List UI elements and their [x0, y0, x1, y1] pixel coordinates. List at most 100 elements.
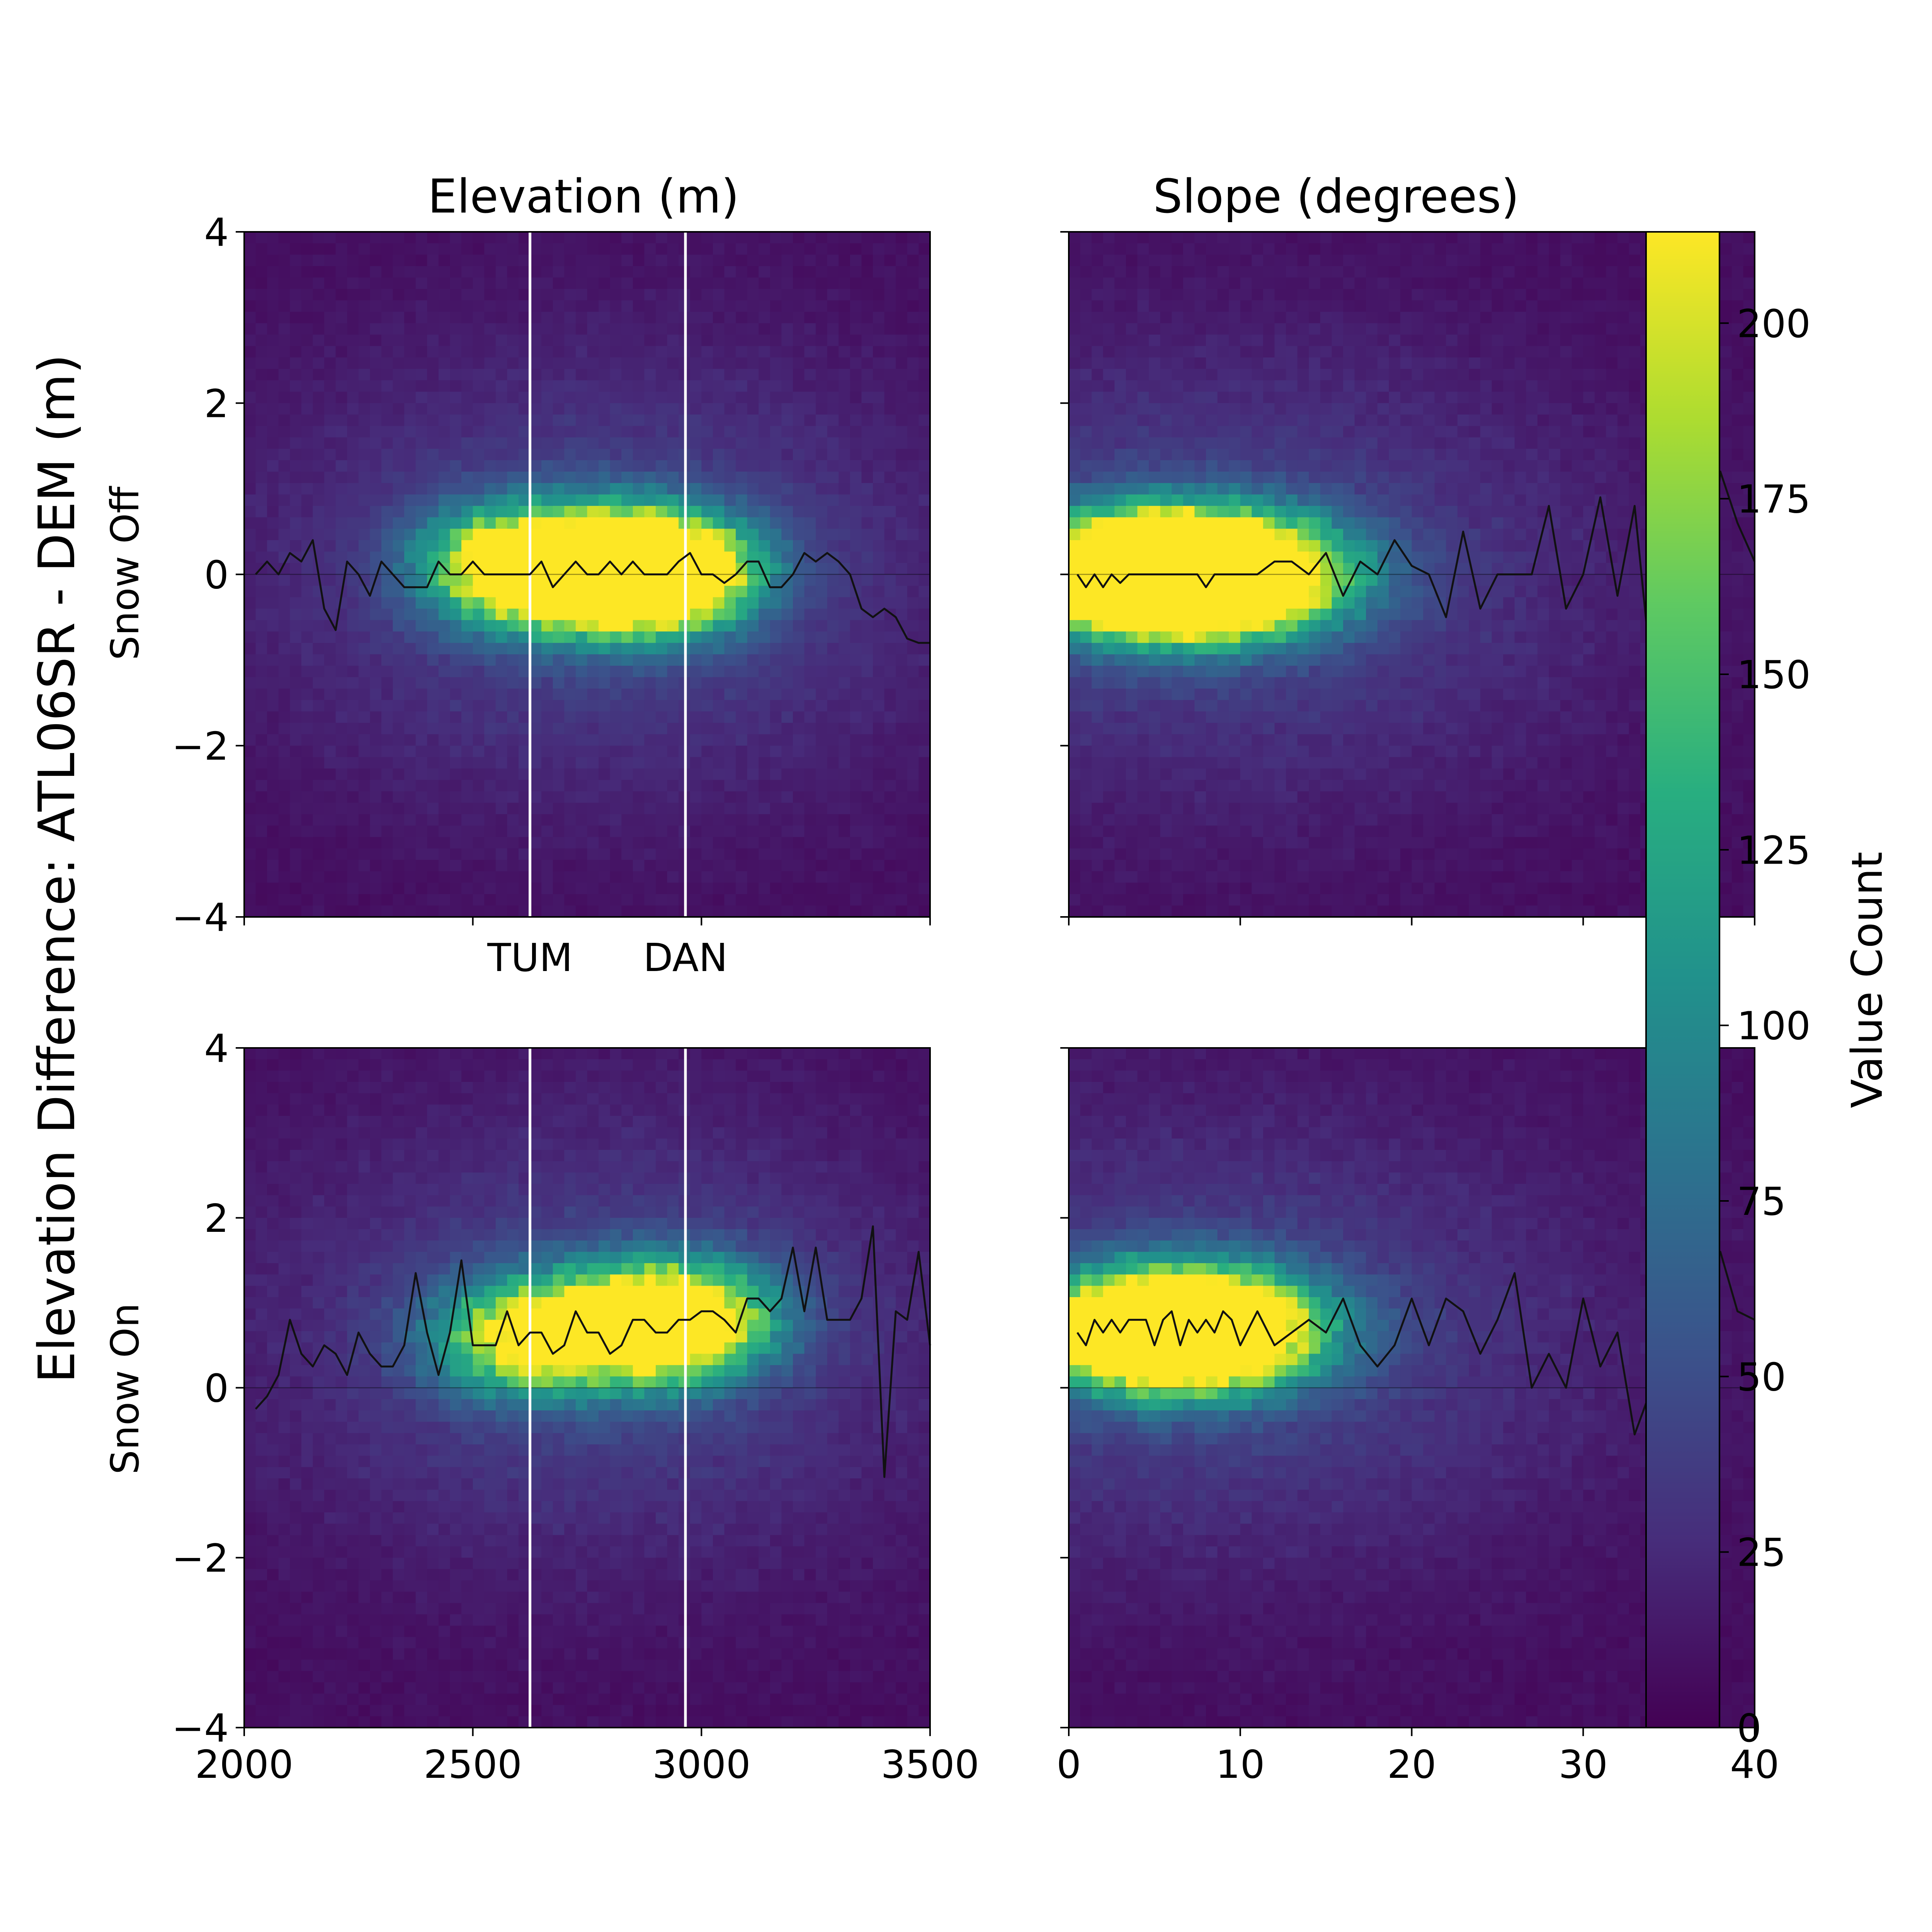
heatmap-cell: [816, 391, 828, 403]
heatmap-cell: [415, 563, 427, 575]
heatmap-cell: [610, 689, 622, 701]
heatmap-cell: [575, 529, 588, 541]
heatmap-cell: [610, 677, 622, 689]
heatmap-cell: [404, 232, 416, 244]
y-tick-label: −4: [172, 895, 229, 940]
heatmap-cell: [599, 894, 611, 906]
heatmap-cell: [1206, 677, 1218, 689]
heatmap-cell: [415, 654, 427, 666]
heatmap-cell: [1286, 631, 1298, 643]
heatmap-cell: [347, 586, 359, 598]
heatmap-cell: [770, 654, 782, 666]
heatmap-cell: [827, 620, 839, 632]
heatmap-cell: [1297, 540, 1309, 552]
heatmap-cell: [473, 677, 485, 689]
heatmap-cell: [575, 255, 588, 267]
heatmap-cell: [347, 768, 359, 780]
heatmap-cell: [1240, 266, 1252, 278]
heatmap-cell: [1309, 905, 1321, 917]
heatmap-cell: [861, 300, 873, 312]
heatmap-cell: [450, 334, 462, 347]
heatmap-cell: [884, 232, 896, 244]
heatmap-cell: [1149, 711, 1161, 723]
heatmap-cell: [656, 768, 668, 780]
heatmap-cell: [656, 255, 668, 267]
heatmap-cell: [747, 894, 759, 906]
heatmap-cell: [1217, 825, 1229, 837]
heatmap-cell: [450, 243, 462, 255]
heatmap-cell: [541, 391, 553, 403]
heatmap-cell: [724, 620, 736, 632]
heatmap-cell: [759, 483, 770, 495]
heatmap-cell: [827, 825, 839, 837]
heatmap-cell: [713, 460, 725, 472]
heatmap-cell: [438, 255, 451, 267]
heatmap-cell: [599, 791, 611, 803]
heatmap-cell: [747, 460, 759, 472]
heatmap-cell: [747, 255, 759, 267]
heatmap-cell: [633, 380, 645, 392]
heatmap-cell: [1297, 277, 1309, 289]
heatmap-cell: [541, 517, 553, 529]
heatmap-cell: [290, 745, 302, 757]
heatmap-cell: [838, 266, 850, 278]
heatmap-cell: [701, 460, 713, 472]
heatmap-cell: [644, 346, 656, 358]
heatmap-cell: [1274, 665, 1286, 678]
heatmap-cell: [541, 289, 553, 301]
heatmap-cell: [736, 380, 748, 392]
heatmap-cell: [473, 243, 485, 255]
heatmap-cell: [599, 574, 611, 586]
heatmap-cell: [850, 471, 862, 483]
heatmap-cell: [541, 677, 553, 689]
heatmap-cell: [427, 506, 439, 518]
heatmap-cell: [587, 825, 599, 837]
heatmap-cell: [816, 768, 828, 780]
heatmap-cell: [290, 609, 302, 621]
heatmap-cell: [587, 654, 599, 666]
heatmap-cell: [1114, 255, 1126, 267]
heatmap-cell: [1092, 905, 1104, 917]
heatmap-cell: [747, 848, 759, 860]
heatmap-cell: [896, 791, 908, 803]
heatmap-cell: [1274, 277, 1286, 289]
heatmap-cell: [530, 700, 542, 712]
heatmap-cell: [1229, 289, 1241, 301]
heatmap-cell: [530, 483, 542, 495]
heatmap-cell: [1206, 243, 1218, 255]
heatmap-cell: [861, 711, 873, 723]
heatmap-cell: [450, 757, 462, 769]
heatmap-cell: [553, 597, 565, 609]
heatmap-cell: [793, 471, 805, 483]
heatmap-cell: [770, 517, 782, 529]
heatmap-cell: [861, 266, 873, 278]
heatmap-cell: [896, 700, 908, 712]
heatmap-cell: [1320, 780, 1332, 792]
heatmap-cell: [1240, 277, 1252, 289]
heatmap-cell: [1229, 871, 1241, 883]
heatmap-cell: [404, 563, 416, 575]
heatmap-cell: [793, 266, 805, 278]
heatmap-cell: [1297, 860, 1309, 872]
heatmap-cell: [724, 665, 736, 678]
heatmap-cell: [427, 631, 439, 643]
heatmap-cell: [701, 677, 713, 689]
heatmap-cell: [896, 426, 908, 438]
heatmap-cell: [553, 551, 565, 563]
heatmap-cell: [621, 426, 633, 438]
heatmap-cell: [1149, 494, 1161, 506]
heatmap-cell: [884, 677, 896, 689]
heatmap-cell: [1263, 665, 1275, 678]
heatmap-cell: [587, 837, 599, 849]
heatmap-cell: [1114, 357, 1126, 369]
heatmap-cell: [656, 334, 668, 347]
heatmap-cell: [461, 449, 473, 461]
heatmap-cell: [610, 266, 622, 278]
heatmap-cell: [313, 311, 325, 323]
heatmap-cell: [1172, 609, 1184, 621]
heatmap-cell: [610, 757, 622, 769]
heatmap-cell: [656, 391, 668, 403]
heatmap-cell: [415, 791, 427, 803]
heatmap-cell: [1172, 494, 1184, 506]
heatmap-cell: [427, 380, 439, 392]
